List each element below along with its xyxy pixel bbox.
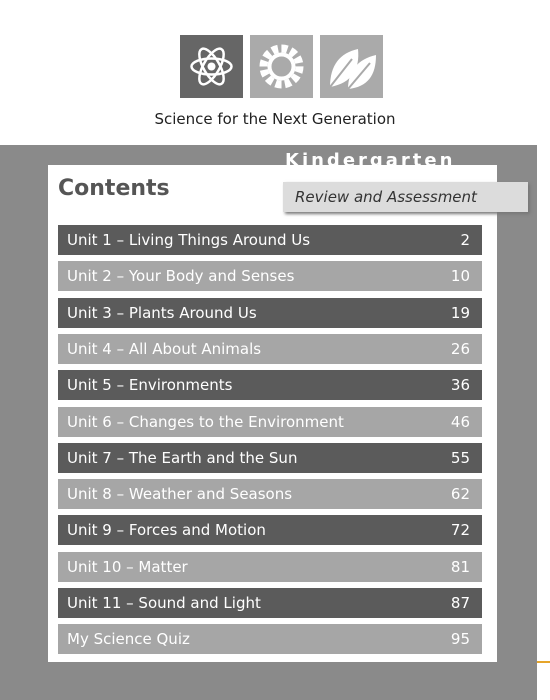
toc-label: Unit 4 – All About Animals <box>67 339 262 358</box>
toc-row: Unit 7 – The Earth and the Sun 55 <box>58 442 482 473</box>
toc-row: Unit 11 – Sound and Light 87 <box>58 588 482 618</box>
contents-title: Contents <box>58 176 170 201</box>
toc-row: Unit 2 – Your Body and Senses 10 <box>58 261 482 292</box>
toc-label: My Science Quiz <box>67 630 190 649</box>
toc-label: Unit 5 – Environments <box>67 376 233 395</box>
toc-label: Unit 7 – The Earth and the Sun <box>67 448 298 467</box>
toc-page: 19 <box>450 303 470 322</box>
toc-label: Unit 9 – Forces and Motion <box>67 521 266 540</box>
toc-row: My Science Quiz 95 <box>58 624 482 655</box>
toc-row: Unit 5 – Environments 36 <box>58 370 482 401</box>
toc-label: Unit 1 – Living Things Around Us <box>67 231 311 249</box>
subtitle: Review and Assessment <box>283 182 528 212</box>
toc-row: Unit 8 – Weather and Seasons 62 <box>58 479 482 510</box>
toc-label: Unit 2 – Your Body and Senses <box>67 267 295 286</box>
toc-page: 2 <box>460 231 470 249</box>
logo-icons <box>180 35 383 98</box>
toc-row: Unit 3 – Plants Around Us 19 <box>58 297 482 328</box>
toc-label: Unit 6 – Changes to the Environment <box>67 412 344 431</box>
toc-row: Unit 10 – Matter 81 <box>58 551 482 582</box>
toc-page: 81 <box>450 557 470 576</box>
toc-page: 55 <box>450 448 470 467</box>
toc-page: 36 <box>450 376 470 395</box>
toc-page: 62 <box>450 485 470 504</box>
toc-row: Unit 4 – All About Animals 26 <box>58 333 482 364</box>
book-title: Science for the Next Generation <box>154 110 396 128</box>
accent-line <box>537 661 550 663</box>
toc-page: 87 <box>450 594 470 612</box>
toc-label: Unit 10 – Matter <box>67 557 188 576</box>
toc-row: Unit 6 – Changes to the Environment 46 <box>58 406 482 437</box>
toc-page: 46 <box>450 412 470 431</box>
toc-page: 72 <box>450 521 470 540</box>
toc-page: 26 <box>450 339 470 358</box>
toc-row: Unit 9 – Forces and Motion 72 <box>58 515 482 546</box>
toc-label: Unit 11 – Sound and Light <box>67 594 261 612</box>
toc-label: Unit 8 – Weather and Seasons <box>67 485 293 504</box>
toc-page: 10 <box>450 267 470 286</box>
grade: Kindergarten <box>285 150 456 171</box>
toc-row: Unit 1 – Living Things Around Us 2 <box>58 225 482 255</box>
toc-page: 95 <box>450 630 470 649</box>
toc-label: Unit 3 – Plants Around Us <box>67 303 257 322</box>
